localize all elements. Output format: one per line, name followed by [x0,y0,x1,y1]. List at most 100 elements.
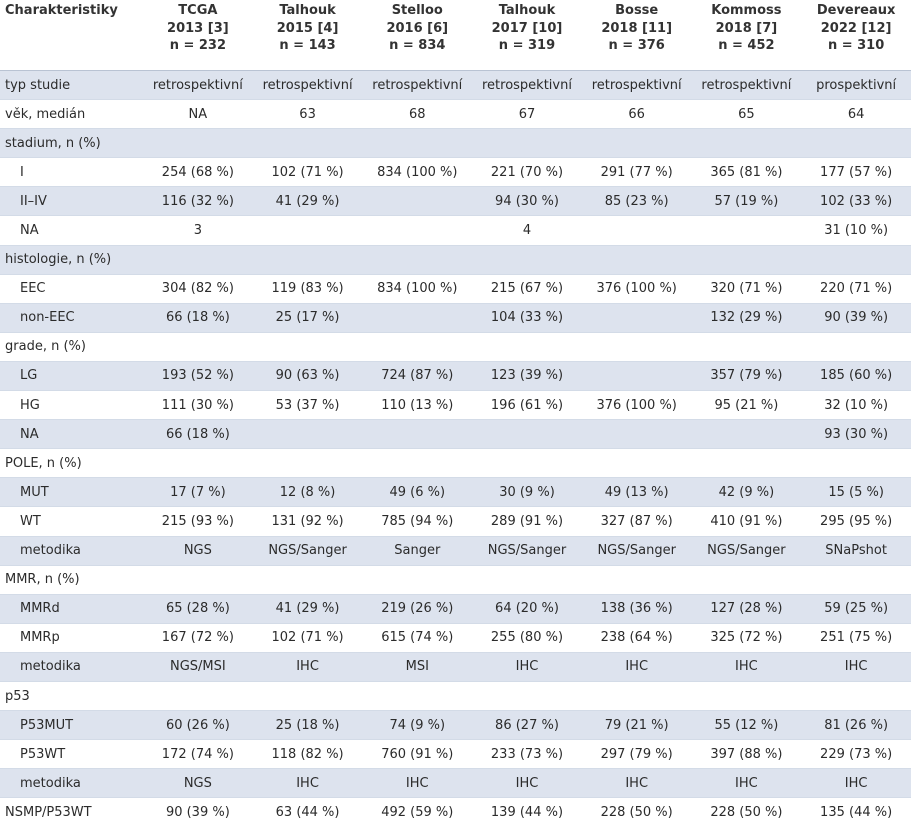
row-label: NA [0,216,143,245]
table-cell [253,681,363,710]
table-cell [582,681,692,710]
table-cell: 4 [472,216,582,245]
study-year-ref: 2016 [6] [364,20,470,38]
row-label: typ studie [0,71,143,100]
table-cell [582,361,692,390]
table-cell: 254 (68 %) [143,158,253,187]
table-cell: 66 [582,100,692,129]
table-cell: SNaPshot [801,536,911,565]
table-cell: 410 (91 %) [692,507,802,536]
table-cell: IHC [253,769,363,798]
table-cell [143,332,253,361]
study-name: Kommoss [694,2,800,20]
table-cell: MSI [362,652,472,681]
row-label: LG [0,361,143,390]
table-cell: 104 (33 %) [472,303,582,332]
table-cell [801,449,911,478]
row-label: metodika [0,536,143,565]
row-label: MUT [0,478,143,507]
table-cell: 615 (74 %) [362,623,472,652]
table-cell [253,449,363,478]
table-cell: NGS/Sanger [692,536,802,565]
table-cell: 132 (29 %) [692,303,802,332]
study-name: Stelloo [364,2,470,20]
table-cell: 31 (10 %) [801,216,911,245]
table-cell [692,332,802,361]
row-label: MMRp [0,623,143,652]
table-cell: NGS [143,769,253,798]
table-cell: 49 (6 %) [362,478,472,507]
table-cell: 193 (52 %) [143,361,253,390]
table-cell: 57 (19 %) [692,187,802,216]
table-cell [253,565,363,594]
row-label: NA [0,420,143,449]
row-label: WT [0,507,143,536]
table-row: MMR, n (%) [0,565,911,594]
table-cell [362,681,472,710]
table-cell: 102 (71 %) [253,623,363,652]
table-cell: 64 [801,100,911,129]
table-cell: 49 (13 %) [582,478,692,507]
table-cell: 376 (100 %) [582,391,692,420]
table-cell: 135 (44 %) [801,798,911,826]
table-cell: 357 (79 %) [692,361,802,390]
row-label: MMR, n (%) [0,565,143,594]
table-cell: 30 (9 %) [472,478,582,507]
study-year-ref: 2022 [12] [803,20,909,38]
table-cell: 94 (30 %) [472,187,582,216]
table-cell: 25 (17 %) [253,303,363,332]
table-cell: 760 (91 %) [362,740,472,769]
table-cell [801,245,911,274]
table-cell [801,332,911,361]
table-cell [362,129,472,158]
row-label: metodika [0,652,143,681]
row-label: I [0,158,143,187]
table-cell [472,332,582,361]
table-cell [582,332,692,361]
table-cell: 68 [362,100,472,129]
table-cell: IHC [253,652,363,681]
table-cell [253,245,363,274]
row-label: non-EEC [0,303,143,332]
row-label: věk, medián [0,100,143,129]
table-cell [692,129,802,158]
table-cell [362,332,472,361]
table-cell: retrospektivní [253,71,363,100]
row-label: MMRd [0,594,143,623]
table-cell [582,565,692,594]
table-cell: NA [143,100,253,129]
table-cell: 492 (59 %) [362,798,472,826]
study-n: n = 232 [145,37,251,55]
table-cell: 139 (44 %) [472,798,582,826]
table-cell [362,245,472,274]
table-cell: IHC [582,652,692,681]
table-cell [362,420,472,449]
table-cell: 289 (91 %) [472,507,582,536]
table-cell [253,420,363,449]
table-cell: IHC [692,769,802,798]
table-cell: IHC [692,652,802,681]
table-cell: 297 (79 %) [582,740,692,769]
table-cell: 327 (87 %) [582,507,692,536]
table-cell: IHC [362,769,472,798]
table-cell: retrospektivní [582,71,692,100]
table-cell: 215 (67 %) [472,274,582,303]
table-cell: 220 (71 %) [801,274,911,303]
table-cell: 325 (72 %) [692,623,802,652]
table-cell: 221 (70 %) [472,158,582,187]
table-cell: 177 (57 %) [801,158,911,187]
row-label: p53 [0,681,143,710]
table-cell: 219 (26 %) [362,594,472,623]
study-name: TCGA [145,2,251,20]
table-cell: 233 (73 %) [472,740,582,769]
table-cell: 66 (18 %) [143,303,253,332]
